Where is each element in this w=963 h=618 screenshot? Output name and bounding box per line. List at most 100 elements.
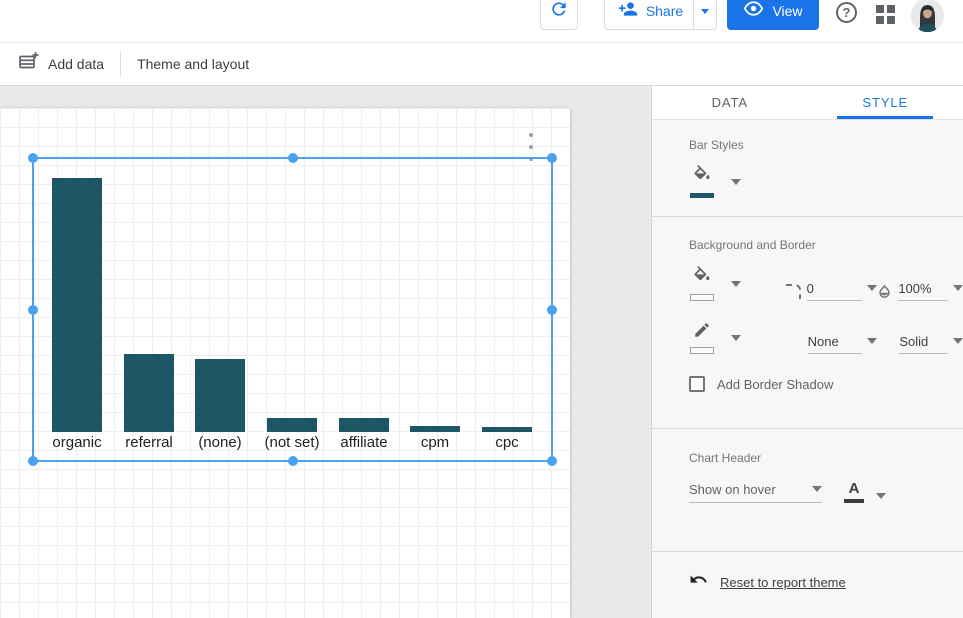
bar-color-picker[interactable] — [689, 165, 715, 198]
bar-axis-label: affiliate — [340, 434, 388, 451]
share-dropdown-button[interactable] — [693, 0, 715, 29]
section-reset: Reset to report theme — [652, 552, 963, 618]
pencil-icon — [693, 321, 711, 344]
top-toolbar: Share View ? — [0, 0, 963, 43]
help-button[interactable]: ? — [836, 2, 857, 23]
avatar[interactable] — [911, 0, 944, 32]
resize-handle-middle-left[interactable] — [28, 304, 38, 315]
opacity-droplet-icon — [877, 283, 892, 300]
corner-radius-icon — [785, 283, 801, 299]
opacity-dropdown-icon[interactable] — [953, 285, 963, 291]
text-color-swatch — [844, 499, 864, 503]
chart-options-kebab-icon[interactable] — [526, 133, 536, 161]
share-button-label: Share — [645, 3, 684, 19]
corner-radius-dropdown-icon[interactable] — [867, 285, 878, 291]
tab-data-label: DATA — [711, 95, 748, 110]
bar-affiliate[interactable] — [339, 418, 389, 432]
corner-radius-control[interactable]: 0 — [785, 281, 878, 301]
reset-to-theme-control[interactable]: Reset to report theme — [689, 570, 963, 594]
chart-header-visibility-dropdown-icon — [812, 485, 822, 492]
theme-and-layout-button[interactable]: Theme and layout — [121, 43, 265, 85]
help-icon: ? — [842, 5, 851, 20]
add-data-icon — [18, 51, 39, 77]
tab-style-label: STYLE — [862, 95, 909, 110]
border-weight-icon — [786, 337, 802, 351]
bar-organic[interactable] — [52, 178, 102, 432]
text-color-icon: A — [848, 480, 860, 497]
section-background-border: Background and Border 0 — [652, 217, 963, 429]
reset-to-theme-link[interactable]: Reset to report theme — [720, 574, 846, 590]
chart-selection-box[interactable] — [28, 153, 557, 466]
border-style-icon — [877, 338, 893, 351]
eye-icon — [743, 0, 764, 24]
background-color-picker[interactable] — [689, 266, 715, 301]
border-style-dropdown-icon[interactable] — [953, 338, 963, 344]
theme-and-layout-label: Theme and layout — [137, 56, 250, 72]
edit-toolbar: Add data Theme and layout — [0, 43, 963, 86]
undo-icon — [689, 570, 708, 594]
resize-handle-top-left[interactable] — [28, 153, 38, 163]
chart-header-text-color-picker[interactable]: A — [844, 481, 864, 503]
chart-header-visibility-value: Show on hover — [689, 482, 776, 497]
apps-grid-icon[interactable] — [876, 5, 895, 24]
bar--not-set-[interactable] — [267, 418, 317, 432]
border-weight-control[interactable]: None — [786, 334, 878, 354]
refresh-icon — [549, 0, 569, 24]
border-style-value[interactable]: Solid — [899, 334, 948, 354]
view-button-label: View — [772, 3, 803, 19]
border-weight-dropdown-icon[interactable] — [867, 338, 878, 344]
person-add-icon — [618, 0, 638, 24]
section-chart-header: Chart Header Show on hover A — [652, 429, 963, 552]
share-button-main[interactable]: Share — [606, 0, 693, 29]
chevron-down-icon — [700, 8, 709, 14]
resize-handle-top-right[interactable] — [547, 153, 557, 163]
text-color-dropdown-icon[interactable] — [876, 493, 886, 499]
view-button[interactable]: View — [727, 0, 819, 30]
tab-style[interactable]: STYLE — [808, 86, 963, 119]
bar-axis-label: (none) — [198, 434, 242, 451]
chart-header-title: Chart Header — [689, 451, 762, 465]
border-color-swatch — [690, 347, 714, 354]
background-color-swatch — [690, 294, 714, 301]
section-bar-styles: Bar Styles — [652, 120, 963, 217]
add-data-button[interactable]: Add data — [0, 43, 120, 85]
bar-axis-label: referral — [125, 434, 173, 451]
share-button[interactable]: Share — [604, 0, 717, 30]
background-color-dropdown-icon[interactable] — [731, 280, 741, 287]
paint-bucket-icon — [692, 165, 712, 190]
bar-axis-label: organic — [52, 434, 102, 451]
border-shadow-checkbox[interactable] — [689, 376, 705, 392]
bar--none-[interactable] — [195, 359, 245, 432]
resize-handle-top-middle[interactable] — [287, 153, 298, 163]
opacity-value[interactable]: 100% — [898, 281, 948, 301]
resize-handle-bottom-right[interactable] — [547, 456, 557, 466]
properties-panel: DATA STYLE Bar Styles Backgroun — [651, 86, 963, 618]
report-workspace: organic referral (none) (not set) affiliate c… — [0, 86, 651, 618]
bar-color-dropdown-icon[interactable] — [731, 178, 741, 185]
border-color-picker[interactable] — [689, 321, 715, 354]
resize-handle-bottom-middle[interactable] — [287, 456, 298, 466]
add-data-label: Add data — [48, 56, 105, 72]
refresh-button[interactable] — [540, 0, 578, 30]
corner-radius-value[interactable]: 0 — [806, 281, 863, 301]
border-style-control[interactable]: Solid — [877, 334, 963, 354]
tab-data[interactable]: DATA — [652, 86, 808, 119]
bar-cpm[interactable] — [410, 426, 460, 432]
bar-referral[interactable] — [124, 354, 174, 432]
resize-handle-middle-right[interactable] — [547, 304, 557, 315]
background-border-title: Background and Border — [689, 238, 816, 252]
bar-axis-label: cpc — [495, 434, 519, 451]
bar-axis-label: cpm — [420, 434, 450, 451]
opacity-control[interactable]: 100% — [877, 281, 963, 301]
resize-handle-bottom-left[interactable] — [28, 456, 38, 466]
bar-cpc[interactable] — [482, 427, 532, 432]
border-shadow-label: Add Border Shadow — [717, 376, 834, 392]
add-border-shadow-control[interactable]: Add Border Shadow — [689, 376, 963, 392]
tab-active-underline — [837, 116, 934, 119]
bar-styles-title: Bar Styles — [689, 138, 744, 152]
chart-header-visibility-select[interactable]: Show on hover — [689, 482, 822, 503]
paint-bucket-icon — [692, 266, 712, 291]
border-color-dropdown-icon[interactable] — [731, 334, 741, 341]
border-weight-value[interactable]: None — [807, 334, 863, 354]
